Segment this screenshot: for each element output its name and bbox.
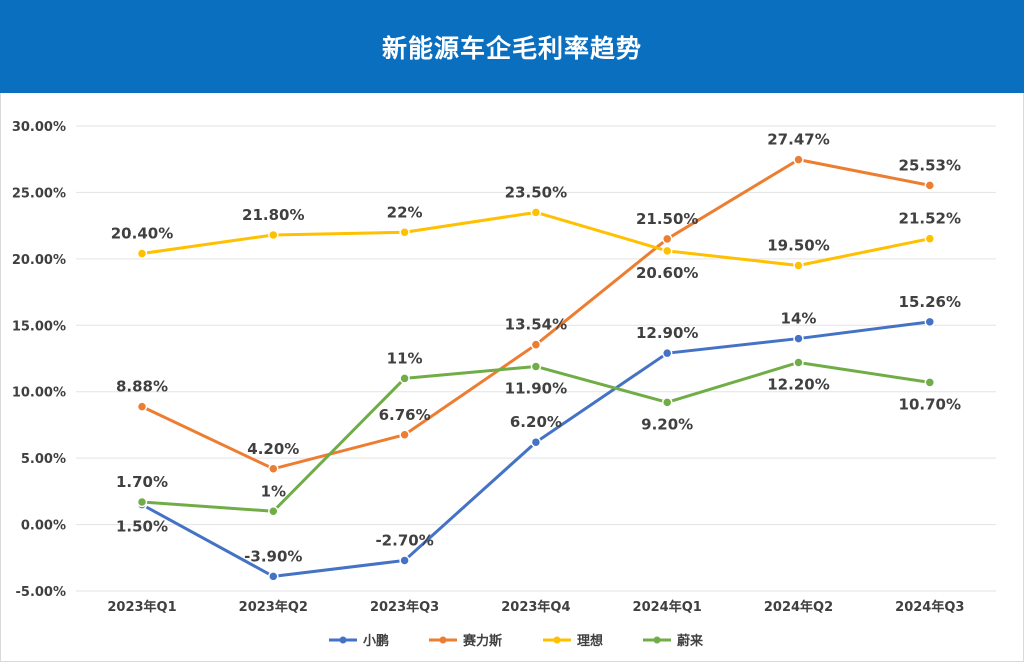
legend-item[interactable]: 赛力斯 [429, 633, 502, 649]
data-label: 15.26% [899, 293, 961, 311]
data-label: 22% [387, 203, 423, 221]
x-axis: 2023年Q1 2023年Q2 2023年Q3 2023年Q4 2024年Q1 2024年… [107, 599, 964, 615]
data-label: 21.80% [242, 206, 304, 224]
data-point[interactable] [268, 229, 279, 241]
x-tick-label: 2024年Q1 [633, 599, 702, 615]
data-label: 1.70% [116, 473, 168, 491]
data-point[interactable] [793, 154, 804, 165]
data-label: 20.60% [636, 264, 698, 282]
data-point[interactable] [661, 347, 673, 359]
chart-title: 新能源车企毛利率趋势 [381, 33, 642, 63]
data-point[interactable] [268, 463, 279, 475]
data-point[interactable] [530, 361, 542, 372]
data-label: 6.20% [510, 413, 562, 431]
data-label: 1% [261, 482, 286, 500]
data-label: 27.47% [767, 131, 829, 149]
data-point[interactable] [661, 245, 673, 257]
data-label: -2.70% [375, 531, 433, 549]
data-point[interactable] [136, 496, 148, 508]
data-label: 20.40% [111, 225, 173, 243]
data-point[interactable] [924, 233, 936, 244]
data-label: 21.50% [636, 210, 698, 228]
legend-label: 理想 [577, 633, 603, 649]
data-label: 10.70% [899, 395, 961, 413]
y-axis: -5.00% 0.00% 5.00% 10.00% 15.00% 20.00% 25.00%… [12, 120, 66, 600]
legend-marker [439, 636, 447, 644]
data-point[interactable] [661, 233, 673, 245]
data-point[interactable] [530, 436, 542, 448]
line-chart: -5.00% 0.00% 5.00% 10.00% 15.00% 20.00% 25.00%… [12, 120, 996, 649]
data-labels: 1.50% -3.90% -2.70% 6.20% 12.90% 14% 15.26% 8.8… [111, 131, 961, 566]
data-point[interactable] [399, 227, 410, 238]
y-tick-label: -5.00% [16, 585, 67, 600]
data-point[interactable] [530, 339, 542, 350]
x-tick-label: 2023年Q3 [370, 599, 439, 615]
data-label: -3.90% [244, 547, 302, 565]
x-tick-label: 2023年Q4 [501, 599, 570, 615]
x-tick-label: 2023年Q2 [239, 599, 308, 615]
data-point[interactable] [924, 316, 936, 328]
chart-header: 新能源车企毛利率趋势 [0, 0, 1024, 93]
y-tick-label: 0.00% [21, 519, 66, 534]
data-label: 1.50% [116, 518, 168, 536]
y-tick-label: 15.00% [12, 319, 66, 334]
legend-item[interactable]: 理想 [543, 633, 603, 649]
data-label: 13.54% [505, 316, 567, 334]
data-label: 8.88% [116, 378, 168, 396]
y-tick-label: 10.00% [12, 386, 66, 401]
data-label: 14% [781, 310, 817, 328]
data-point[interactable] [661, 397, 673, 408]
data-label: 11% [387, 349, 423, 367]
data-point[interactable] [399, 373, 410, 384]
data-label: 19.50% [767, 237, 829, 255]
legend-marker [339, 636, 347, 644]
data-point[interactable] [136, 248, 148, 259]
data-label: 6.76% [379, 406, 431, 424]
data-point[interactable] [268, 571, 279, 582]
data-point[interactable] [399, 429, 410, 441]
data-point[interactable] [924, 377, 936, 388]
data-point[interactable] [399, 555, 410, 566]
y-tick-label: 5.00% [21, 452, 66, 467]
y-tick-label: 20.00% [12, 253, 66, 268]
x-tick-label: 2024年Q3 [895, 599, 964, 615]
data-label: 12.90% [636, 324, 698, 342]
data-label: 4.20% [247, 440, 299, 458]
x-tick-label: 2024年Q2 [764, 599, 833, 615]
legend[interactable]: 小鹏 赛力斯 理想 蔚来 [329, 633, 704, 649]
data-label: 11.90% [505, 379, 567, 397]
x-tick-label: 2023年Q1 [107, 599, 176, 615]
legend-item[interactable]: 小鹏 [329, 633, 389, 649]
legend-marker [553, 636, 561, 644]
data-point[interactable] [268, 506, 279, 517]
chart-panel: -5.00% 0.00% 5.00% 10.00% 15.00% 20.00% 25.00%… [0, 93, 1024, 662]
data-point[interactable] [924, 180, 936, 191]
data-label: 25.53% [899, 156, 961, 174]
legend-label: 蔚来 [677, 633, 704, 649]
data-point[interactable] [136, 401, 148, 412]
y-tick-label: 30.00% [12, 120, 66, 135]
legend-label: 赛力斯 [462, 633, 502, 649]
data-label: 21.52% [899, 210, 961, 228]
y-tick-label: 25.00% [12, 186, 66, 201]
data-label: 23.50% [505, 183, 567, 201]
legend-label: 小鹏 [363, 633, 389, 649]
series-points [136, 154, 936, 582]
data-point[interactable] [793, 260, 804, 271]
data-label: 9.20% [641, 415, 693, 433]
legend-marker [653, 636, 661, 644]
data-point[interactable] [793, 357, 804, 368]
grid-lines [76, 125, 996, 592]
legend-item[interactable]: 蔚来 [643, 633, 704, 649]
data-label: 12.20% [767, 375, 829, 393]
data-point[interactable] [793, 333, 804, 344]
data-point[interactable] [530, 207, 542, 218]
